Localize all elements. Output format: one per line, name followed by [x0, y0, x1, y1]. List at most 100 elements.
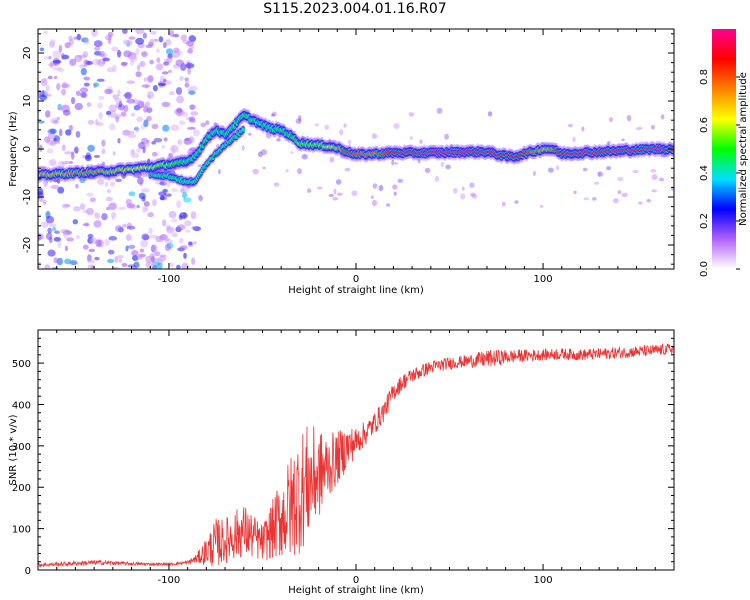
heatmap-noise-blob [651, 174, 658, 180]
heatmap-noise-blob [43, 30, 49, 35]
heatmap-noise-blob [64, 42, 71, 49]
heatmap-noise-blob [151, 141, 156, 145]
heatmap-noise-blob [130, 112, 136, 117]
heatmap-noise-blob [638, 201, 643, 205]
heatmap-noise-blob [658, 177, 665, 182]
heatmap-noise-blob [87, 144, 95, 152]
snr-y-tick-label: 100 [12, 525, 31, 536]
heatmap-noise-blob [135, 126, 140, 133]
heatmap-noise-blob [168, 210, 177, 219]
heatmap-noise-blob [469, 182, 475, 188]
heatmap-noise-blob [150, 30, 157, 35]
heatmap-noise-blob [182, 191, 187, 199]
heatmap-noise-blob [193, 241, 197, 245]
heatmap-noise-blob [38, 261, 42, 269]
heatmap-noise-blob [74, 102, 83, 111]
heatmap-noise-blob [42, 200, 47, 205]
heatmap-noise-blob [107, 258, 115, 264]
heatmap-noise-blob [171, 232, 178, 238]
heatmap-noise-blob [153, 137, 163, 143]
heatmap-noise-blob [73, 36, 78, 40]
heatmap-noise-blob [632, 169, 639, 174]
heatmap-noise-blob [314, 123, 319, 127]
heatmap-noise-blob [94, 256, 100, 261]
heatmap-noise-blob [128, 191, 136, 197]
heatmap-noise-blob [61, 81, 68, 89]
heatmap-noise-blob [175, 87, 183, 95]
heatmap-noise-blob [65, 129, 72, 136]
heatmap-noise-blob [661, 154, 666, 158]
heatmap-noise-blob [146, 91, 154, 99]
heatmap-noise-blob [333, 188, 337, 195]
heatmap-noise-blob [213, 122, 217, 127]
heatmap-noise-blob [307, 188, 312, 193]
heatmap-noise-blob [141, 196, 146, 202]
heatmap-noise-blob [252, 168, 259, 175]
heatmap-noise-blob [44, 110, 51, 118]
heatmap-noise-blob [82, 223, 90, 227]
heatmap-noise-blob [82, 209, 92, 214]
heatmap-noise-blob [94, 211, 98, 219]
heatmap-y-tick-label: -10 [22, 189, 33, 205]
heatmap-noise-blob [38, 144, 43, 152]
heatmap-x-axis-label: Height of straight line (km) [288, 285, 424, 296]
heatmap-noise-blob [49, 159, 57, 167]
heatmap-noise-blob [130, 153, 140, 159]
heatmap-noise-blob [152, 265, 158, 269]
heatmap-noise-blob [572, 136, 576, 143]
heatmap-noise-blob [111, 46, 119, 52]
heatmap-noise-blob [80, 92, 87, 98]
heatmap-noise-blob [120, 62, 128, 67]
heatmap-noise-blob [121, 262, 128, 267]
heatmap-noise-blob [184, 229, 191, 233]
colorbar-tick-label: 0.0 [699, 261, 710, 277]
heatmap-noise-blob [108, 104, 117, 113]
heatmap-noise-blob [93, 220, 102, 228]
heatmap-noise-blob [460, 193, 466, 200]
heatmap-y-tick-label: 0 [22, 146, 33, 152]
heatmap-noise-blob [98, 95, 105, 101]
heatmap-noise-blob [126, 225, 136, 230]
heatmap-noise-blob [128, 244, 136, 250]
heatmap-noise-blob [139, 61, 146, 67]
heatmap-noise-blob [49, 38, 56, 47]
heatmap-noise-blob [50, 184, 60, 190]
heatmap-noise-blob [172, 33, 179, 38]
colorbar-tick-label: 0.8 [699, 69, 710, 85]
heatmap-noise-blob [242, 144, 245, 152]
heatmap-noise-blob [650, 168, 657, 173]
heatmap-noise-blob [188, 90, 196, 95]
heatmap-noise-blob [143, 201, 150, 207]
heatmap-noise-blob [97, 58, 106, 67]
heatmap-noise-blob [501, 201, 506, 207]
heatmap-noise-blob [143, 141, 150, 148]
heatmap-noise-blob [114, 225, 124, 232]
heatmap-noise-blob [86, 192, 94, 197]
heatmap-noise-blob [386, 203, 391, 207]
heatmap-noise-blob [101, 161, 106, 166]
heatmap-y-tick-label: -20 [22, 237, 33, 253]
heatmap-noise-blob [56, 257, 63, 266]
heatmap-noise-blob [626, 114, 632, 122]
heatmap-noise-blob [335, 179, 342, 185]
heatmap-noise-blob [533, 171, 536, 176]
heatmap-noise-blob [80, 67, 87, 76]
heatmap-noise-blob [276, 138, 281, 142]
heatmap-noise-blob [434, 175, 439, 183]
heatmap-noise-blob [189, 104, 196, 110]
heatmap-noise-blob [107, 114, 116, 118]
heatmap-noise-blob [162, 219, 167, 227]
heatmap-noise-blob [469, 192, 476, 197]
heatmap-noise-blob [122, 39, 129, 45]
heatmap-noise-blob [152, 198, 157, 207]
heatmap-noise-blob [47, 227, 52, 234]
heatmap-noise-blob [539, 204, 544, 208]
heatmap-noise-blob [165, 39, 172, 46]
heatmap-noise-blob [135, 37, 145, 45]
heatmap-noise-blob [135, 29, 145, 35]
heatmap-noise-blob [136, 204, 140, 209]
heatmap-noise-blob [128, 36, 136, 40]
heatmap-noise-blob [158, 82, 166, 86]
heatmap-noise-blob [149, 253, 155, 261]
heatmap-noise-blob [397, 178, 403, 183]
